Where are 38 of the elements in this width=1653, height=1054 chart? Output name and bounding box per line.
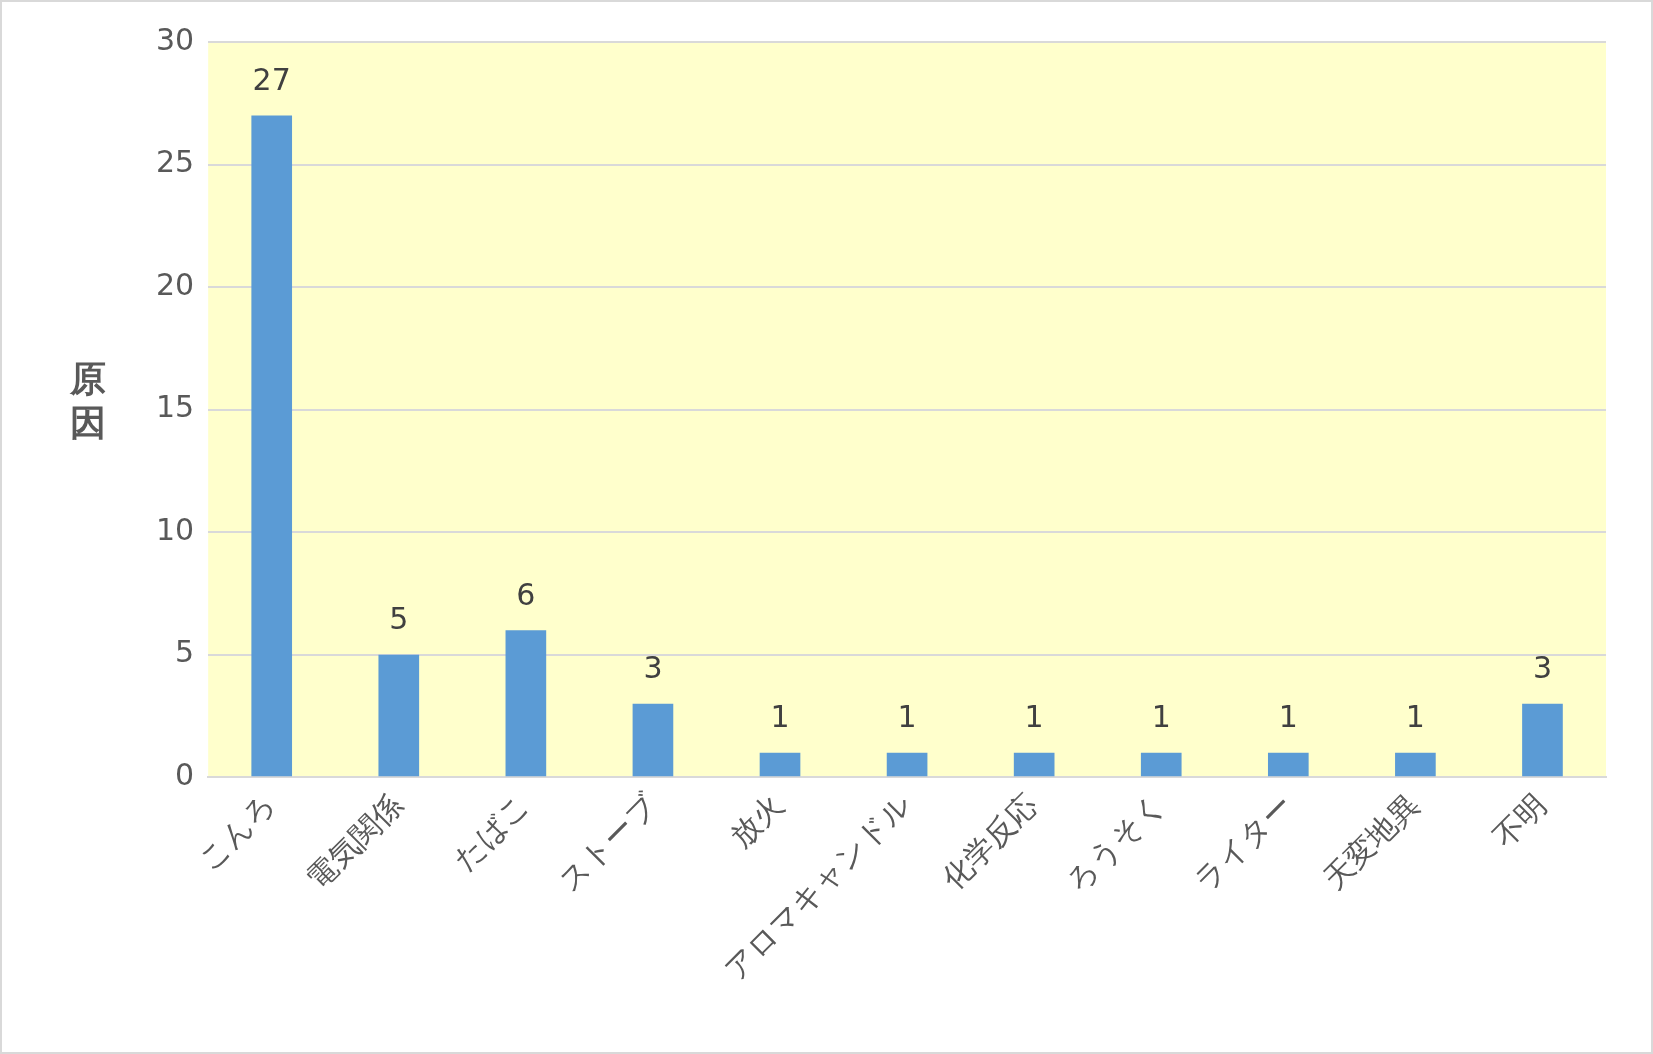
- x-tick-label: たばこ: [445, 786, 537, 878]
- bar: [759, 752, 801, 777]
- bar: [1522, 703, 1563, 777]
- data-label: 1: [897, 699, 917, 735]
- data-label: 1: [1278, 699, 1298, 735]
- data-label: 27: [252, 62, 291, 98]
- y-tick-label: 25: [155, 144, 195, 180]
- data-label: 5: [389, 601, 409, 637]
- data-label: 1: [770, 699, 790, 735]
- x-tick-label: 化学反応: [935, 786, 1045, 897]
- y-tick-label: 5: [175, 634, 195, 670]
- y-tick-label: 15: [155, 389, 195, 425]
- data-label: 6: [516, 576, 536, 612]
- data-label: 3: [1532, 650, 1553, 686]
- x-tick-label: 放火: [723, 786, 791, 854]
- y-tick-label: 10: [155, 511, 195, 547]
- y-tick-label: 30: [155, 21, 195, 57]
- bar: [1267, 752, 1309, 777]
- bar: [505, 630, 547, 777]
- bar: [1395, 752, 1436, 777]
- x-tick-label: 不明: [1485, 786, 1553, 854]
- y-axis-title: 原因: [70, 357, 106, 445]
- data-label: 1: [1024, 699, 1044, 735]
- x-tick-label: 電気関係: [299, 786, 410, 897]
- bar: [1013, 752, 1055, 777]
- x-tick-label: ストーブ: [551, 786, 664, 899]
- bar: [1140, 752, 1182, 777]
- bar: [886, 752, 928, 777]
- data-label: 1: [1405, 699, 1425, 735]
- x-tick-label: ライター: [1187, 786, 1299, 899]
- y-tick-label: 20: [155, 266, 195, 302]
- x-tick-label: ろうそく: [1059, 786, 1172, 900]
- x-tick-label: 天変地異: [1316, 786, 1426, 897]
- data-label: 1: [1151, 699, 1171, 735]
- data-label: 3: [643, 650, 663, 686]
- bar: [378, 654, 420, 777]
- bar: [251, 115, 293, 777]
- bar: [632, 703, 674, 777]
